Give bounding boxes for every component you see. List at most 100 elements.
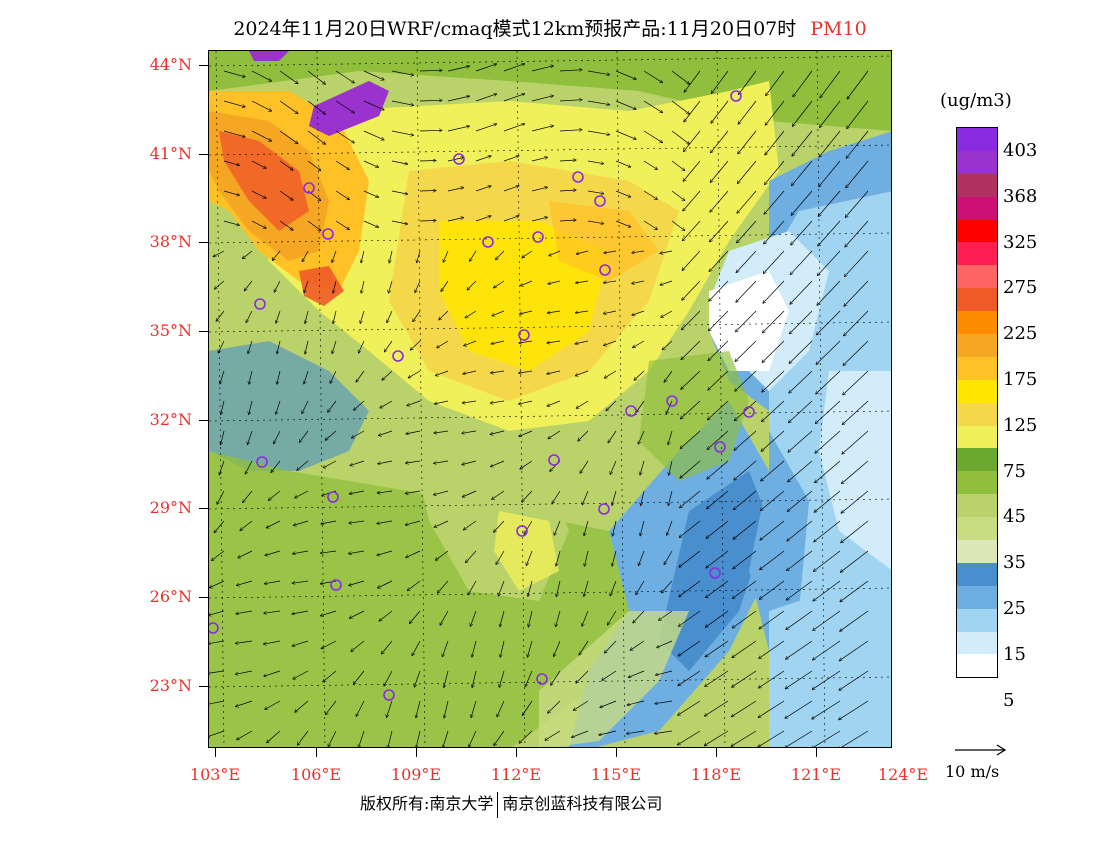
wind-arrow: [766, 70, 785, 96]
wind-arrow: [707, 400, 729, 420]
wind-arrow: [531, 187, 548, 192]
wind-arrow: [576, 250, 589, 254]
wind-arrow: [525, 670, 533, 687]
lat-label-35: 35°N: [149, 321, 192, 340]
wind-arrow: [792, 130, 813, 156]
lon-label-103: 103°E: [189, 765, 241, 784]
wind-arrow: [223, 190, 239, 195]
wind-arrow: [387, 310, 393, 323]
wind-arrow: [350, 460, 365, 466]
wind-arrow: [791, 220, 813, 245]
city-marker: [536, 673, 548, 685]
wind-arrow: [760, 490, 785, 511]
wind-arrow: [295, 490, 309, 498]
wind-arrow: [815, 460, 841, 483]
wind-arrow: [531, 157, 548, 162]
wind-arrow: [628, 670, 645, 678]
wind-arrow: [671, 220, 685, 231]
wind-arrow: [708, 370, 729, 390]
wind-arrow: [556, 550, 561, 566]
wind-arrow: [332, 250, 337, 263]
wind-arrow: [840, 550, 869, 572]
wind-arrow: [209, 610, 225, 615]
wind-arrow: [659, 610, 673, 620]
colorbar-label: 325: [1003, 231, 1038, 253]
wind-arrow: [447, 96, 470, 102]
wind-arrow: [785, 700, 813, 718]
wind-arrow: [221, 430, 225, 445]
wind-arrow: [643, 70, 663, 83]
wind-arrow: [816, 340, 841, 365]
wind-arrow: [522, 700, 533, 716]
wind-arrow: [503, 156, 519, 162]
wind-arrow: [333, 280, 337, 293]
wind-arrow: [681, 310, 701, 330]
wind-arrow: [236, 700, 253, 707]
wind-arrow: [245, 460, 253, 474]
colorbar-label: 225: [1003, 323, 1038, 345]
wind-arrow: [655, 700, 673, 704]
sea-light-taiwan: [769, 591, 869, 747]
wind-arrow: [559, 130, 582, 131]
colorbar-swatch: [957, 150, 997, 174]
wind-arrow: [469, 250, 477, 261]
green-zone-strait: [539, 611, 689, 747]
wind-arrow: [671, 190, 685, 201]
wind-arrow: [408, 370, 421, 378]
wind-arrow: [709, 220, 729, 242]
wind-arrow: [839, 670, 869, 690]
wind-arrow: [279, 100, 298, 114]
wind-arrow: [221, 400, 225, 415]
wind-arrow: [671, 70, 690, 84]
wind-arrow: [223, 220, 239, 225]
wind-arrow: [490, 460, 505, 467]
wind-arrow: [812, 700, 841, 719]
wind-arrow: [638, 430, 645, 444]
wind-arrow: [465, 310, 477, 318]
wind-arrow: [765, 100, 785, 125]
wind-arrow: [380, 400, 393, 408]
wind-arrow: [209, 730, 225, 737]
wind-arrow: [735, 370, 757, 391]
wind-arrow: [363, 70, 384, 80]
wind-arrow: [491, 340, 505, 344]
wind-arrow: [845, 190, 869, 218]
blue-zone-sichuan: [209, 341, 369, 471]
wind-arrow: [434, 460, 449, 463]
wind-arrow: [838, 730, 869, 747]
wind-arrow: [793, 70, 813, 97]
wind-arrow: [246, 310, 253, 323]
wind-arrow: [279, 70, 298, 84]
wind-arrow: [522, 490, 533, 502]
wind-arrow: [406, 430, 421, 434]
wind-arrow: [610, 460, 617, 475]
wind-arrow: [734, 400, 757, 421]
colorbar-swatch: [957, 448, 997, 472]
wind-arrow: [615, 220, 631, 227]
colorbar-units: (ug/m3): [940, 90, 1012, 111]
wind-arrow: [419, 70, 442, 71]
wind-arrow: [584, 550, 589, 566]
wind-arrow: [388, 730, 393, 747]
orange-zone-east: [549, 201, 659, 281]
wind-arrow: [657, 640, 673, 648]
wind-arrow: [416, 730, 421, 747]
wind-arrow: [447, 158, 464, 162]
wind-arrow: [632, 280, 645, 284]
wind-arrow: [811, 730, 841, 747]
wind-arrow: [731, 730, 757, 746]
colorbar-swatch: [957, 379, 997, 403]
colorbar-label: 5: [1003, 689, 1015, 711]
wind-arrow: [492, 310, 505, 316]
wind-arrow: [213, 250, 225, 257]
wind-arrow: [615, 190, 631, 197]
wind-arrow: [292, 610, 309, 614]
wind-arrow: [813, 580, 841, 601]
wind-arrow: [519, 730, 533, 743]
colorbar-label: 35: [1003, 552, 1026, 574]
wind-arrow: [475, 216, 491, 222]
wind-arrow: [243, 490, 253, 503]
wind-arrow: [307, 130, 326, 144]
wind-arrow: [351, 640, 365, 652]
wind-arrow: [759, 640, 785, 659]
